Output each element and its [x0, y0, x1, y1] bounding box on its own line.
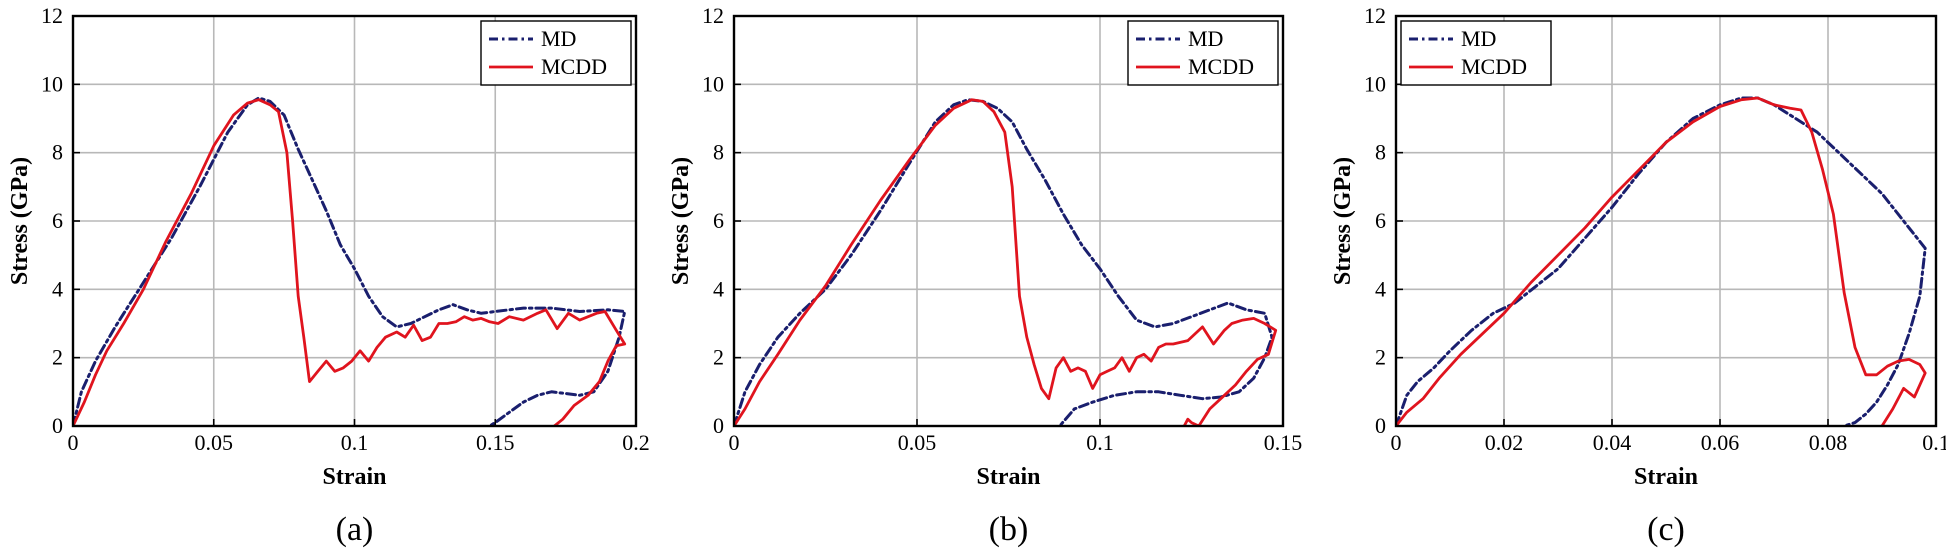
y-tick-label: 6 [1375, 208, 1386, 233]
y-tick-label: 4 [52, 276, 63, 301]
y-tick-label: 10 [702, 71, 724, 96]
y-axis-title: Stress (GPa) [668, 157, 694, 285]
legend-label-mcdd: MCDD [541, 54, 607, 79]
x-tick-label: 0.08 [1809, 430, 1848, 455]
legend: MD MCDD [480, 20, 632, 86]
y-tick-label: 4 [713, 276, 724, 301]
y-tick-label: 12 [41, 3, 63, 28]
x-tick-label: 0.15 [1264, 430, 1303, 455]
x-tick-label: 0.15 [476, 430, 515, 455]
x-tick-label: 0.02 [1485, 430, 1524, 455]
legend-label-md: MD [1188, 26, 1223, 51]
legend: MD MCDD [1127, 20, 1279, 86]
y-tick-label: 0 [713, 413, 724, 438]
y-axis-title: Stress (GPa) [7, 157, 33, 285]
series-line-mcdd [73, 98, 627, 426]
y-tick-label: 12 [1364, 3, 1386, 28]
y-tick-label: 4 [1375, 276, 1386, 301]
x-tick-label: 0.1 [1922, 430, 1946, 455]
panel-label: (c) [1647, 511, 1685, 548]
legend-box [1400, 20, 1552, 86]
y-tick-label: 6 [52, 208, 63, 233]
x-axis-title: Strain [976, 464, 1040, 490]
legend-label-md: MD [541, 26, 576, 51]
panel-c: 0 0.02 0.04 0.06 0.08 0.1 0 2 4 6 8 10 12 Strain Stres… [1330, 3, 1946, 548]
legend-label-md: MD [1461, 26, 1496, 51]
y-tick-label: 0 [52, 413, 63, 438]
legend-label-mcdd: MCDD [1461, 54, 1527, 79]
x-tick-label: 0 [68, 430, 79, 455]
y-tick-label: 8 [713, 140, 724, 165]
series-line-mcdd [1396, 96, 1927, 426]
x-tick-label: 0.05 [898, 430, 937, 455]
series-line-md [73, 96, 627, 426]
x-tick-label: 0 [1391, 430, 1402, 455]
y-tick-label: 6 [713, 208, 724, 233]
y-tick-label: 12 [702, 3, 724, 28]
panel-b: 0 0.05 0.1 0.15 0 2 4 6 8 10 12 Strain Stress (GPa) (… [668, 3, 1302, 548]
legend-label-mcdd: MCDD [1188, 54, 1254, 79]
x-tick-label: 0.1 [1086, 430, 1114, 455]
legend: MD MCDD [1400, 20, 1552, 86]
y-tick-label: 10 [41, 71, 63, 96]
y-tick-label: 0 [1375, 413, 1386, 438]
legend-box [1127, 20, 1279, 86]
x-tick-label: 0 [729, 430, 740, 455]
y-tick-label: 10 [1364, 71, 1386, 96]
y-tick-label: 2 [1375, 345, 1386, 370]
series-line-md [734, 98, 1274, 426]
x-tick-label: 0.05 [195, 430, 234, 455]
y-tick-label: 2 [52, 345, 63, 370]
panel-a: 0 0.05 0.1 0.15 0.2 0 2 4 6 8 10 12 Strain Stress (GP… [7, 3, 650, 548]
x-tick-label: 0.1 [341, 430, 369, 455]
x-tick-label: 0.2 [622, 430, 650, 455]
y-tick-label: 2 [713, 345, 724, 370]
x-axis-title: Strain [1634, 464, 1698, 490]
y-axis-title: Stress (GPa) [1330, 157, 1356, 285]
x-tick-label: 0.04 [1593, 430, 1632, 455]
panel-label: (b) [989, 511, 1029, 548]
panel-label: (a) [336, 511, 374, 548]
x-axis-title: Strain [322, 464, 386, 490]
series-line-mcdd [734, 98, 1278, 426]
y-tick-label: 8 [1375, 140, 1386, 165]
legend-box [480, 20, 632, 86]
x-tick-label: 0.06 [1701, 430, 1740, 455]
y-tick-label: 8 [52, 140, 63, 165]
